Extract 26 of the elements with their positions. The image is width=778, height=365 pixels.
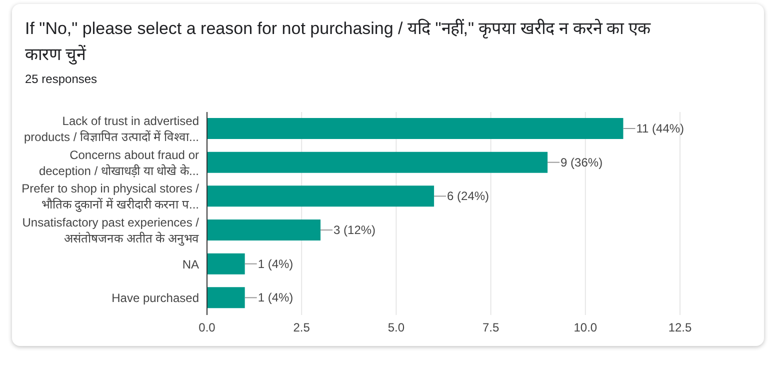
bar <box>207 152 548 173</box>
bar <box>207 118 624 139</box>
data-label: 6 (24%) <box>447 189 490 204</box>
x-tick-label: 7.5 <box>482 320 500 335</box>
bar <box>207 287 245 308</box>
data-label: 9 (36%) <box>560 155 603 170</box>
data-label: 1 (4%) <box>258 256 294 271</box>
y-tick-label: Unsatisfactory past experiences / असंतोषजनक अतीत के अनुभव <box>22 215 200 246</box>
y-tick-label: Prefer to shop in physical stores / भौतिक दुकानों में खरीदारी करना प... <box>22 182 200 213</box>
y-tick-label: NA <box>182 257 199 272</box>
bar <box>207 186 434 207</box>
x-tick-label: 2.5 <box>293 320 310 335</box>
data-label: 1 (4%) <box>258 290 294 305</box>
chart-title: If "No," please select a reason for not purchasing / यदि "नहीं," कृपया खरीद न करने का एक कारण चुनें <box>25 18 652 66</box>
text: 25 responses <box>25 72 98 86</box>
bar <box>207 220 321 240</box>
data-label: 3 (12%) <box>334 223 376 237</box>
data-label: 11 (44%) <box>636 122 684 136</box>
x-tick-label: 10.0 <box>574 320 598 335</box>
x-tick-label: 0.0 <box>198 320 216 335</box>
x-tick-label: 5.0 <box>388 320 405 335</box>
y-tick-label: Lack of trust in advertised products / विज्ञापित उत्पादों में विश्वा... <box>24 114 199 144</box>
bar <box>207 253 245 274</box>
y-tick-label: Have purchased <box>112 291 199 306</box>
y-tick-label: Concerns about fraud or deception / धोखाधड़ी या धोखे के... <box>38 148 199 178</box>
x-tick-label: 12.5 <box>668 320 692 335</box>
